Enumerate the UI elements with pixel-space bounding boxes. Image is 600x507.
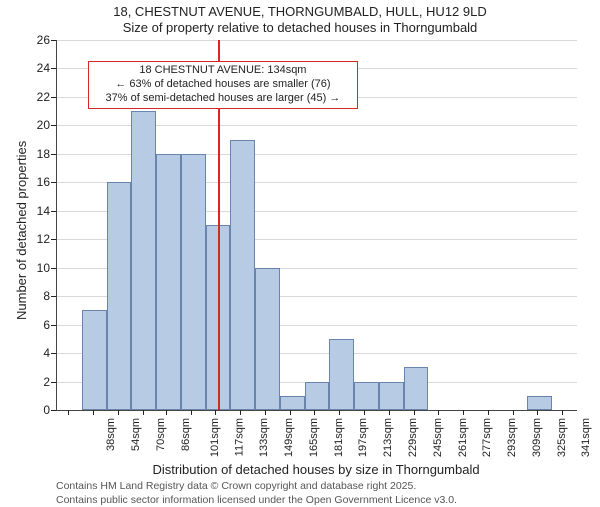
histogram-bar <box>280 396 305 410</box>
xtick-mark <box>290 410 291 415</box>
xtick-mark <box>463 410 464 415</box>
xtick-mark <box>513 410 514 415</box>
histogram-bar <box>107 182 132 410</box>
xtick-label: 293sqm <box>506 418 518 457</box>
xtick-mark <box>93 410 94 415</box>
xtick-label: 70sqm <box>155 418 167 451</box>
xtick-label: 149sqm <box>283 418 295 457</box>
ytick-label: 10 <box>28 261 50 275</box>
xtick-label: 261sqm <box>457 418 469 457</box>
xtick-label: 213sqm <box>382 418 394 457</box>
histogram-bar <box>329 339 354 410</box>
ytick-mark <box>51 97 56 98</box>
histogram-bar <box>255 268 280 410</box>
xtick-mark <box>314 410 315 415</box>
xtick-label: 245sqm <box>432 418 444 457</box>
histogram-bar <box>379 382 404 410</box>
ytick-label: 18 <box>28 147 50 161</box>
histogram-bar <box>527 396 552 410</box>
xtick-label: 101sqm <box>209 418 221 457</box>
xtick-mark <box>240 410 241 415</box>
xtick-mark <box>438 410 439 415</box>
ytick-mark <box>51 239 56 240</box>
xtick-mark <box>68 410 69 415</box>
histogram-bar <box>131 111 156 410</box>
footer-line1: Contains HM Land Registry data © Crown c… <box>56 480 457 494</box>
ytick-mark <box>51 125 56 126</box>
ytick-label: 8 <box>28 289 50 303</box>
ytick-label: 22 <box>28 90 50 104</box>
histogram-bar <box>156 154 181 410</box>
ytick-mark <box>51 268 56 269</box>
xtick-label: 229sqm <box>407 418 419 457</box>
xtick-label: 117sqm <box>233 418 245 456</box>
ytick-label: 6 <box>28 318 50 332</box>
x-axis-label: Distribution of detached houses by size … <box>56 462 576 477</box>
xtick-label: 181sqm <box>333 418 345 457</box>
ytick-label: 16 <box>28 175 50 189</box>
ytick-mark <box>51 382 56 383</box>
xtick-label: 341sqm <box>580 418 592 457</box>
xtick-mark <box>166 410 167 415</box>
xtick-label: 309sqm <box>531 418 543 457</box>
chart-title-line1: 18, CHESTNUT AVENUE, THORNGUMBALD, HULL,… <box>0 0 600 20</box>
xtick-mark <box>191 410 192 415</box>
ytick-label: 12 <box>28 232 50 246</box>
histogram-bar <box>404 367 429 410</box>
histogram-bar <box>82 310 107 410</box>
ytick-mark <box>51 40 56 41</box>
histogram-bar <box>305 382 330 410</box>
xtick-label: 165sqm <box>308 418 320 457</box>
plot-area: 18 CHESTNUT AVENUE: 134sqm← 63% of detac… <box>56 40 577 411</box>
histogram-bar <box>181 154 206 410</box>
gridline <box>57 40 577 41</box>
xtick-label: 325sqm <box>556 418 568 457</box>
ytick-mark <box>51 410 56 411</box>
xtick-mark <box>118 410 119 415</box>
xtick-label: 197sqm <box>358 418 370 457</box>
xtick-label: 38sqm <box>105 418 117 451</box>
ytick-mark <box>51 154 56 155</box>
ytick-mark <box>51 182 56 183</box>
ytick-label: 24 <box>28 61 50 75</box>
ytick-label: 20 <box>28 118 50 132</box>
ytick-mark <box>51 353 56 354</box>
xtick-label: 133sqm <box>259 418 271 457</box>
xtick-mark <box>339 410 340 415</box>
xtick-mark <box>488 410 489 415</box>
ytick-mark <box>51 296 56 297</box>
histogram-bar <box>230 140 255 410</box>
ytick-label: 14 <box>28 204 50 218</box>
footer-line2: Contains public sector information licen… <box>56 494 457 507</box>
xtick-label: 277sqm <box>481 418 493 457</box>
annotation-line1: 18 CHESTNUT AVENUE: 134sqm <box>93 64 353 78</box>
chart-title-line2: Size of property relative to detached ho… <box>0 20 600 35</box>
ytick-label: 4 <box>28 346 50 360</box>
footer-attribution: Contains HM Land Registry data © Crown c… <box>56 480 457 507</box>
xtick-mark <box>389 410 390 415</box>
annotation-line2: ← 63% of detached houses are smaller (76… <box>93 78 353 92</box>
xtick-mark <box>414 410 415 415</box>
ytick-mark <box>51 325 56 326</box>
annotation-line3: 37% of semi-detached houses are larger (… <box>93 92 353 106</box>
ytick-label: 2 <box>28 375 50 389</box>
xtick-label: 86sqm <box>180 418 192 451</box>
xtick-mark <box>562 410 563 415</box>
y-axis-label: Number of detached properties <box>14 141 29 320</box>
histogram-bar <box>354 382 379 410</box>
xtick-mark <box>215 410 216 415</box>
xtick-label: 54sqm <box>130 418 142 451</box>
ytick-label: 0 <box>28 403 50 417</box>
xtick-mark <box>364 410 365 415</box>
xtick-mark <box>143 410 144 415</box>
ytick-mark <box>51 68 56 69</box>
annotation-box: 18 CHESTNUT AVENUE: 134sqm← 63% of detac… <box>88 61 358 108</box>
ytick-mark <box>51 211 56 212</box>
xtick-mark <box>537 410 538 415</box>
xtick-mark <box>265 410 266 415</box>
ytick-label: 26 <box>28 33 50 47</box>
